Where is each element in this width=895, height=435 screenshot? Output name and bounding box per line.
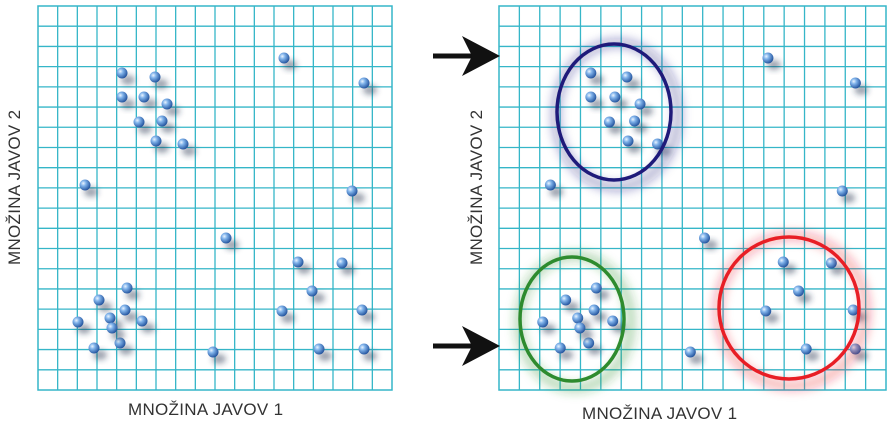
grid-panel-after (498, 5, 887, 393)
data-point (336, 257, 348, 269)
data-point (634, 98, 646, 110)
data-point (537, 316, 549, 328)
data-point (133, 116, 145, 128)
data-point (684, 346, 696, 358)
data-point (621, 71, 633, 83)
data-point (356, 304, 368, 316)
data-point (79, 179, 91, 191)
data-point (220, 232, 232, 244)
data-point (121, 282, 133, 294)
data-point (116, 67, 128, 79)
arrow-bottom (433, 326, 500, 366)
grid (498, 5, 887, 391)
data-point (603, 116, 615, 128)
x-axis-label-after: MNOŽINA JAVOV 1 (582, 404, 738, 423)
data-point (116, 91, 128, 103)
data-point (762, 52, 774, 64)
arrow-top (433, 36, 500, 76)
green-cluster (518, 255, 626, 383)
data-point (777, 256, 789, 268)
data-point (207, 346, 219, 358)
y-axis-label-after: MNOŽINA JAVOV 2 (467, 109, 486, 265)
data-point (292, 256, 304, 268)
data-point (800, 343, 812, 355)
data-point (760, 305, 772, 317)
data-point (793, 285, 805, 297)
data-point (590, 282, 602, 294)
data-point (358, 343, 370, 355)
data-point (136, 315, 148, 327)
blue-cluster (555, 42, 673, 182)
data-point (572, 312, 584, 324)
data-point (560, 294, 572, 306)
data-point (836, 185, 848, 197)
data-point (699, 232, 711, 244)
data-point (652, 138, 664, 150)
data-point (72, 316, 84, 328)
data-point (278, 52, 290, 64)
data-point (161, 98, 173, 110)
data-point (88, 342, 100, 354)
data-point (847, 304, 859, 316)
data-point (346, 185, 358, 197)
red-cluster (717, 235, 861, 381)
data-point (149, 71, 161, 83)
data-point (119, 304, 131, 316)
data-point (629, 115, 641, 127)
data-points (72, 52, 377, 364)
data-point (607, 315, 619, 327)
data-point (574, 322, 586, 334)
data-point (588, 304, 600, 316)
data-point (114, 337, 126, 349)
data-point (177, 138, 189, 150)
data-point (306, 285, 318, 297)
grid (37, 5, 393, 391)
data-point (825, 257, 837, 269)
data-point (93, 294, 105, 306)
data-point (104, 312, 116, 324)
data-point (150, 135, 162, 147)
grid-panel-before (37, 5, 393, 391)
data-point (583, 337, 595, 349)
data-point (609, 91, 621, 103)
data-point (622, 135, 634, 147)
data-point (585, 67, 597, 79)
data-point (106, 322, 118, 334)
data-point (313, 343, 325, 355)
x-axis-label-before: MNOŽINA JAVOV 1 (128, 400, 284, 419)
data-point (544, 179, 556, 191)
data-point (849, 77, 861, 89)
clusters (514, 38, 871, 393)
y-axis-label-before: MNOŽINA JAVOV 2 (5, 109, 24, 265)
data-point (358, 77, 370, 89)
data-point (585, 91, 597, 103)
data-point (156, 115, 168, 127)
data-point (554, 342, 566, 354)
data-point (276, 305, 288, 317)
data-point (138, 91, 150, 103)
